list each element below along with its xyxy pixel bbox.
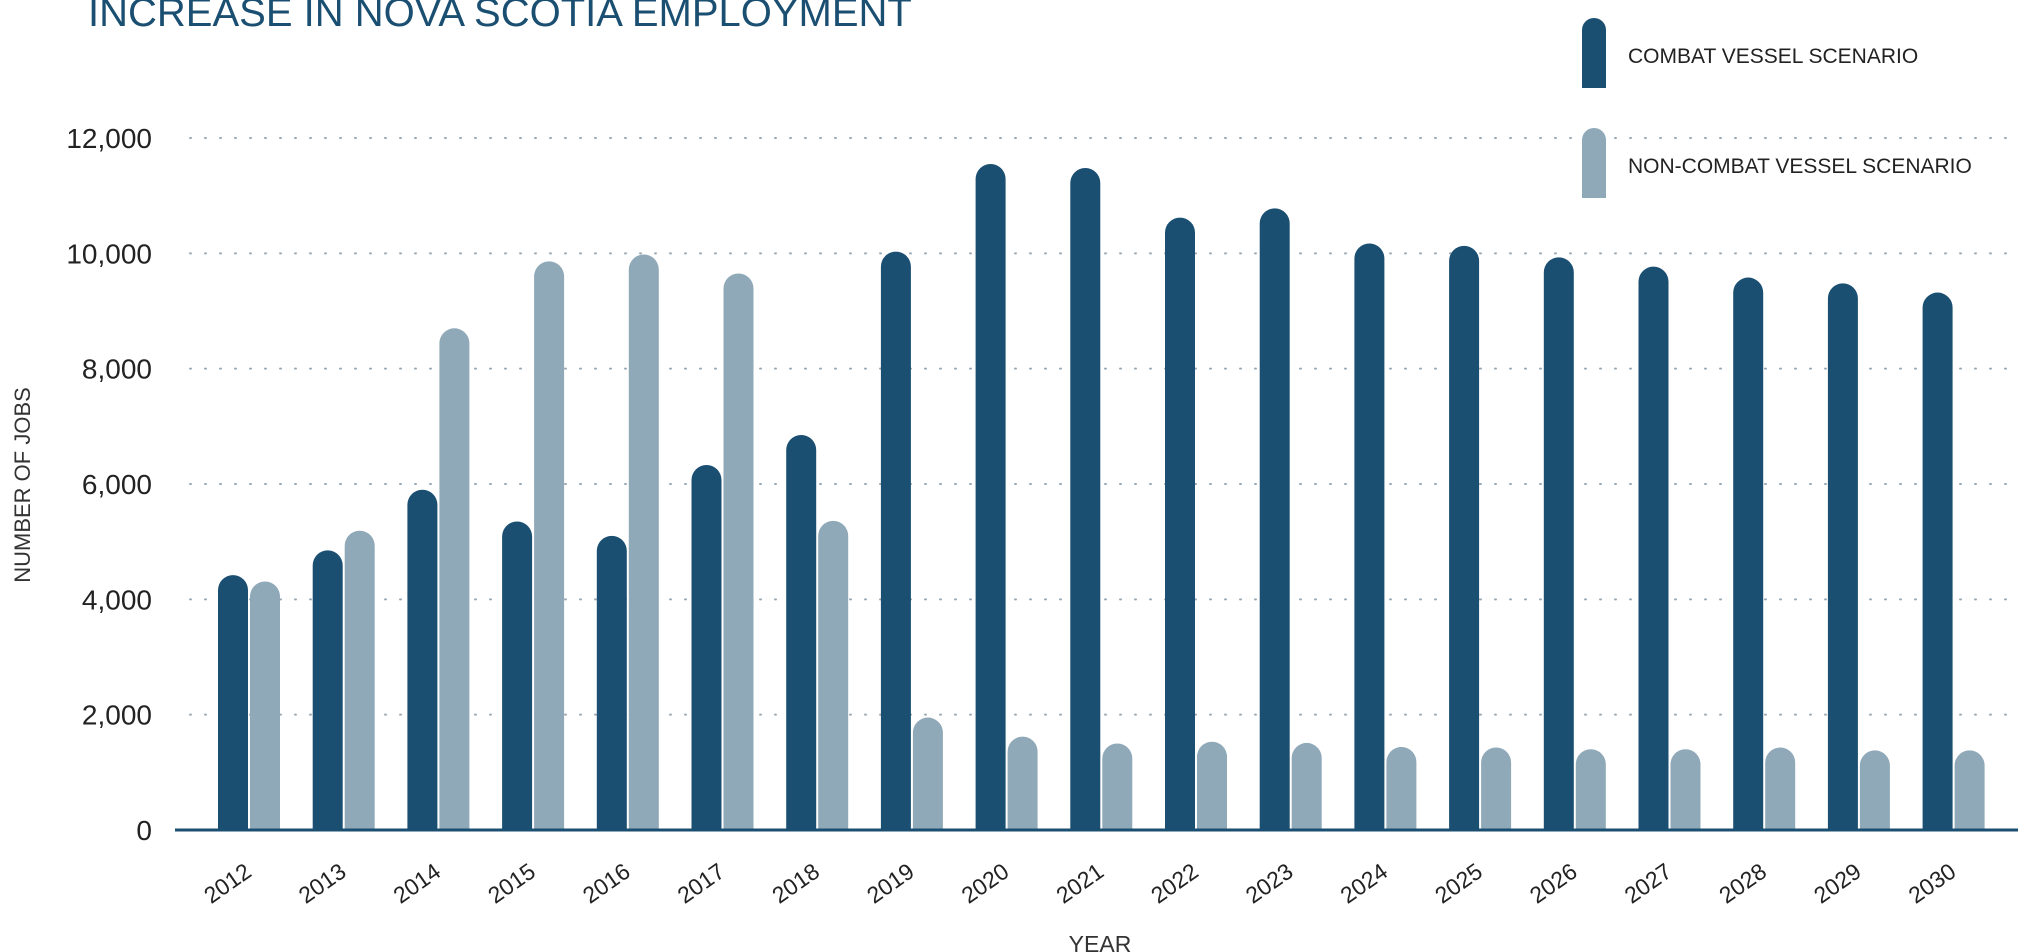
x-axis: 2012 2013 2014 2015 2016 2017 2018 2019 2020 2021… [199,858,1960,909]
legend-swatch-combat [1582,18,1606,88]
bar-combat-2017 [691,464,722,830]
x-tick-label: 2013 [294,858,351,909]
bar-non-combat-2029 [1859,750,1890,830]
bar-non-combat-2021 [1102,743,1133,830]
bars [218,163,1985,831]
bar-combat-2023 [1259,208,1290,830]
x-tick-label: 2018 [767,858,824,909]
x-tick-label: 2020 [957,858,1014,909]
x-tick-label: 2022 [1146,858,1203,909]
bar-non-combat-2014 [439,328,470,830]
bar-combat-2015 [502,521,533,830]
chart-title: INCREASE IN NOVA SCOTIA EMPLOYMENT [88,0,912,35]
bar-combat-2025 [1449,245,1480,831]
bar-combat-2026 [1543,257,1574,831]
x-tick-label: 2025 [1430,858,1487,909]
bar-non-combat-2016 [628,254,659,830]
x-tick-label: 2017 [673,858,730,909]
bar-non-combat-2012 [250,581,280,830]
bar-combat-2018 [786,434,817,830]
x-tick-label: 2026 [1525,858,1582,909]
x-tick-label: 2014 [388,858,445,909]
bar-non-combat-2030 [1954,750,1985,830]
bar-combat-2020 [975,163,1006,830]
y-tick-label: 2,000 [82,700,152,731]
legend-swatch-non-combat [1582,128,1606,198]
legend: COMBAT VESSEL SCENARIO NON-COMBAT VESSEL … [1582,18,1972,198]
bar-non-combat-2020 [1007,736,1038,830]
bar-non-combat-2023 [1291,742,1322,830]
y-axis-label: NUMBER OF JOBS [10,387,35,583]
legend-label-combat: COMBAT VESSEL SCENARIO [1628,45,1918,68]
bar-non-combat-2028 [1765,747,1796,830]
y-tick-label: 10,000 [66,238,152,269]
y-tick-label: 6,000 [82,469,152,500]
bar-combat-2021 [1070,167,1101,830]
bar-combat-2019 [880,251,911,830]
x-tick-label: 2016 [578,858,635,909]
bar-combat-2016 [596,535,627,830]
y-tick-label: 12,000 [66,123,152,154]
bar-non-combat-2019 [912,717,943,830]
x-tick-label: 2029 [1809,858,1866,909]
x-tick-label: 2024 [1335,858,1392,909]
bar-non-combat-2025 [1481,747,1512,830]
bar-non-combat-2022 [1197,741,1227,830]
bar-non-combat-2027 [1670,749,1701,830]
bar-non-combat-2018 [818,520,849,830]
bar-combat-2030 [1922,292,1953,831]
bar-combat-2022 [1165,217,1195,830]
bar-combat-2014 [407,489,438,830]
x-tick-label: 2021 [1051,858,1108,909]
x-axis-label: YEAR [1069,931,1132,952]
bar-combat-2024 [1354,243,1385,830]
bar-non-combat-2026 [1575,749,1606,830]
x-tick-label: 2023 [1241,858,1298,909]
y-tick-label: 8,000 [82,354,152,385]
y-axis: 0 2,000 4,000 6,000 8,000 10,000 12,000 [66,123,152,846]
x-tick-label: 2028 [1714,858,1771,909]
grid-lines [189,137,2018,716]
legend-label-non-combat: NON-COMBAT VESSEL SCENARIO [1628,155,1972,178]
y-tick-label: 4,000 [82,584,152,615]
bar-non-combat-2015 [534,261,565,830]
x-tick-label: 2019 [862,858,919,909]
bar-non-combat-2017 [723,273,754,830]
bar-combat-2029 [1827,283,1858,830]
y-tick-label: 0 [136,815,152,846]
bar-non-combat-2013 [344,530,375,830]
x-tick-label: 2030 [1904,858,1961,909]
x-tick-label: 2012 [199,858,256,909]
x-tick-label: 2015 [483,858,540,909]
bar-combat-2028 [1733,277,1764,830]
bar-non-combat-2024 [1386,746,1417,830]
x-tick-label: 2027 [1620,858,1677,909]
bar-combat-2013 [312,550,343,830]
bar-combat-2012 [218,575,248,830]
bar-combat-2027 [1638,266,1669,831]
